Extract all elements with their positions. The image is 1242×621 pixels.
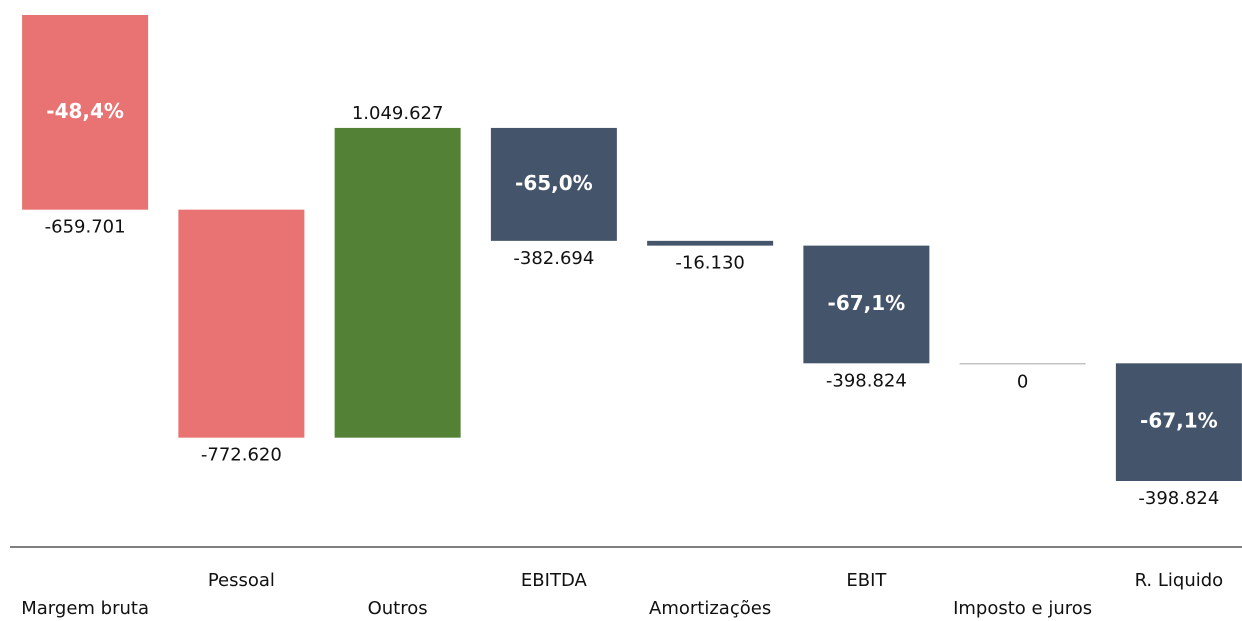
- x-tick-label: Amortizações: [649, 598, 771, 619]
- x-tick-label: Outros: [368, 598, 428, 619]
- value-label: -659.701: [45, 217, 126, 238]
- value-label: -16.130: [675, 253, 744, 274]
- x-tick-label: Pessoal: [208, 570, 275, 591]
- bar: [490, 127, 617, 241]
- value-label: 1.049.627: [352, 103, 444, 124]
- value-label: 0: [1017, 371, 1028, 392]
- bar: [334, 127, 461, 438]
- bar-label: -65,0%: [515, 171, 593, 195]
- value-label: -772.620: [201, 445, 282, 466]
- x-tick-label: EBITDA: [521, 570, 588, 591]
- value-label: -398.824: [826, 370, 907, 391]
- bar: [22, 15, 149, 210]
- bar: [959, 363, 1086, 365]
- bar: [647, 240, 774, 246]
- x-tick-label: Imposto e juros: [953, 598, 1092, 619]
- value-label: -398.824: [1138, 488, 1219, 509]
- x-tick-label: EBIT: [846, 570, 887, 591]
- x-tick-label: R. Liquido: [1135, 570, 1224, 591]
- value-label: -382.694: [513, 248, 594, 269]
- bar-label: -67,1%: [1140, 409, 1218, 433]
- bar: [803, 245, 930, 364]
- bar: [178, 209, 305, 438]
- bar-label: -48,4%: [46, 99, 124, 123]
- x-tick-label: Margem bruta: [21, 598, 149, 619]
- bar-label: -67,1%: [828, 291, 906, 315]
- bar: [1115, 363, 1242, 481]
